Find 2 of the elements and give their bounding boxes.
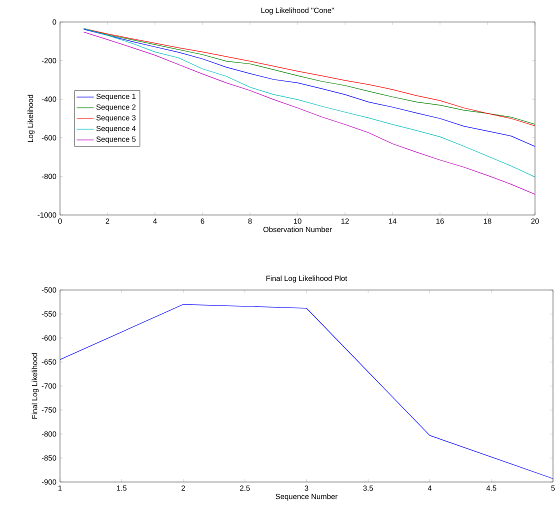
line-series	[60, 304, 554, 479]
line-series	[83, 29, 536, 147]
